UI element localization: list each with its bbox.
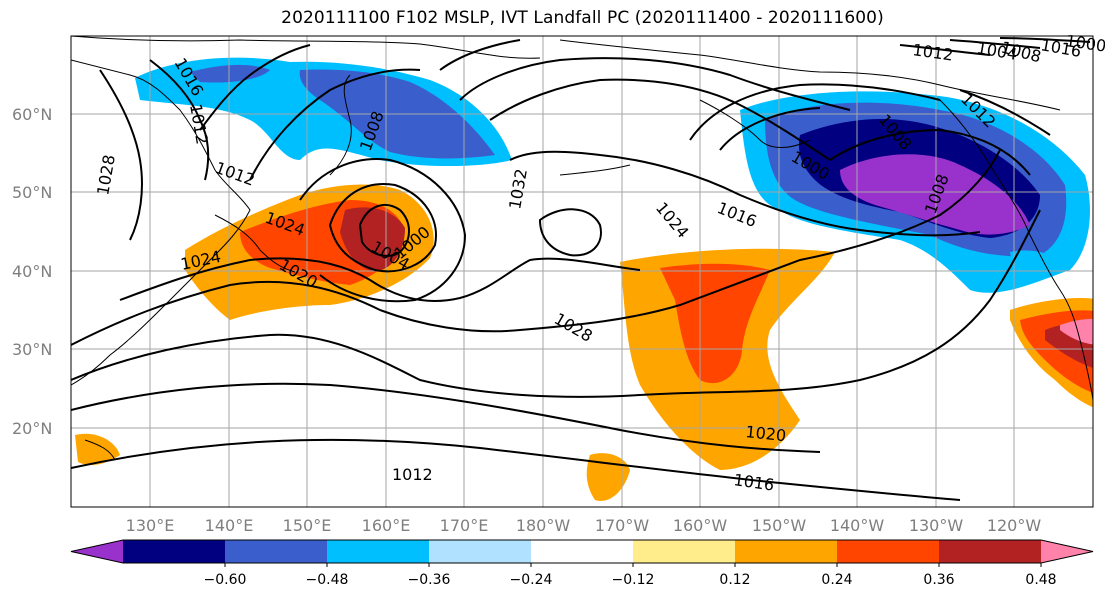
lon-label: 120°W — [987, 516, 1042, 535]
colorbar-extend-high — [1041, 540, 1093, 563]
lon-label: 130°W — [909, 516, 964, 535]
isobars — [71, 37, 1091, 501]
colorbar-cell — [939, 540, 1042, 563]
colorbar-cell — [327, 540, 430, 563]
lon-label: 150°E — [283, 516, 332, 535]
colorbar-cell — [633, 540, 736, 563]
colorbar-tick-label: −0.24 — [510, 572, 553, 588]
lon-label: 160°W — [673, 516, 728, 535]
latitude-labels: 60°N 50°N 40°N 30°N 20°N — [12, 105, 52, 438]
coastlines — [71, 36, 1093, 461]
map-frame — [70, 35, 1094, 508]
colorbar-ticks: −0.60 −0.48 −0.36 −0.24 −0.12 0.12 0.24 0.36 0.4… — [204, 563, 1057, 588]
colorbar-cell — [735, 540, 838, 563]
colorbar-cell — [531, 540, 634, 563]
ivt-positive-shading — [75, 184, 1093, 501]
colorbar-tick-label: 0.12 — [719, 572, 750, 588]
colorbar: −0.60 −0.48 −0.36 −0.24 −0.12 0.12 0.24 0.36 0.4… — [70, 539, 1094, 588]
isobar-label: 1020 — [745, 422, 787, 445]
colorbar-extend-low — [71, 540, 123, 563]
colorbar-tick-label: −0.60 — [204, 572, 247, 588]
colorbar-cells — [70, 539, 1094, 564]
lon-label: 140°W — [830, 516, 885, 535]
colorbar-cell — [225, 540, 328, 563]
lon-label: 140°E — [205, 516, 254, 535]
lon-label: 170°W — [595, 516, 650, 535]
lon-label: 130°E — [126, 516, 175, 535]
colorbar-cell — [837, 540, 940, 563]
colorbar-tick-label: 0.48 — [1025, 572, 1056, 588]
colorbar-tick-label: −0.12 — [612, 572, 655, 588]
lat-label: 30°N — [12, 340, 52, 359]
longitude-labels: 130°E 140°E 150°E 160°E 170°E 180°W 170°… — [126, 516, 1042, 535]
colorbar-cell — [429, 540, 532, 563]
colorbar-tick-label: 0.24 — [821, 572, 852, 588]
lon-label: 150°W — [752, 516, 807, 535]
lat-label: 40°N — [12, 262, 52, 281]
lon-label: 160°E — [362, 516, 411, 535]
figure-title: 2020111100 F102 MSLP, IVT Landfall PC (2… — [281, 8, 884, 28]
graticule — [71, 36, 1093, 507]
lon-label: 180°W — [516, 516, 571, 535]
colorbar-tick-label: 0.36 — [923, 572, 954, 588]
isobar-label: 1012 — [392, 465, 433, 484]
lat-label: 20°N — [12, 419, 52, 438]
lat-label: 60°N — [12, 105, 52, 124]
lon-label: 170°E — [440, 516, 489, 535]
colorbar-outline — [70, 539, 1094, 564]
colorbar-tick-label: −0.48 — [306, 572, 349, 588]
colorbar-cell — [123, 540, 226, 563]
lat-label: 50°N — [12, 183, 52, 202]
colorbar-tick-label: −0.36 — [408, 572, 451, 588]
